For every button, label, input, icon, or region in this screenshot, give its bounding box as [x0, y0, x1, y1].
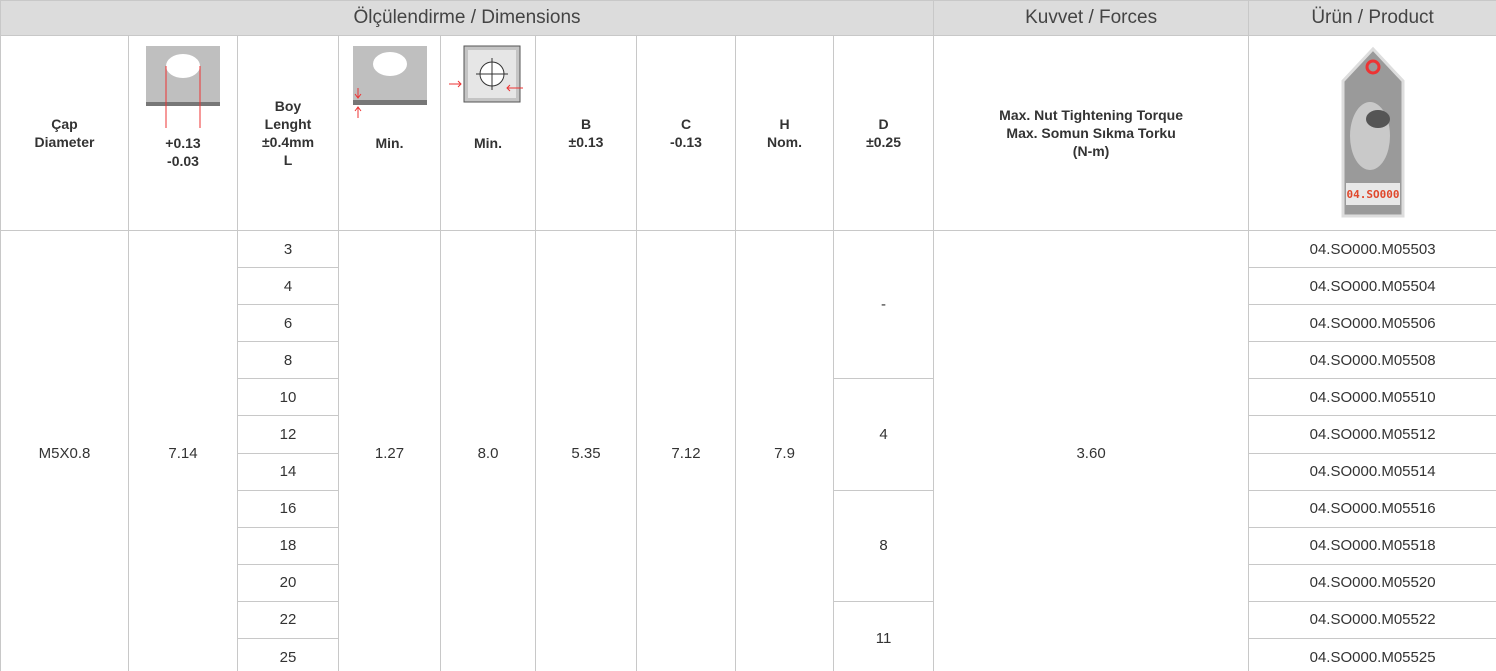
header-line: C	[637, 115, 735, 133]
header-line: Diameter	[1, 133, 128, 151]
column-header: 04.SO000	[1249, 36, 1496, 231]
product-code: 04.SO000.M05516	[1249, 490, 1496, 527]
length: 10	[238, 379, 339, 416]
icon	[448, 44, 528, 130]
icon	[166, 54, 200, 78]
product-code: 04.SO000.M05514	[1249, 453, 1496, 490]
column-header: Min.	[441, 36, 536, 231]
column-header: Min.	[339, 36, 441, 231]
column-header: B±0.13	[536, 36, 637, 231]
page: Ölçülendirme / DimensionsKuvvet / Forces…	[0, 0, 1496, 671]
product-code: 04.SO000.M05504	[1249, 268, 1496, 305]
icon	[350, 44, 430, 130]
header-line: Min.	[339, 134, 440, 152]
length: 12	[238, 416, 339, 453]
torque: 3.60	[934, 231, 1249, 671]
product-code: 04.SO000.M05503	[1249, 231, 1496, 268]
header-line: ±0.25	[834, 133, 933, 151]
dimension: 8.0	[441, 231, 536, 671]
length: 20	[238, 564, 339, 601]
length: 8	[238, 342, 339, 379]
product-code: 04.SO000.M05506	[1249, 305, 1496, 342]
length: 25	[238, 639, 339, 671]
dimension: 7.9	[736, 231, 834, 671]
header-line: H	[736, 115, 833, 133]
header-line: Max. Somun Sıkma Torku	[934, 124, 1248, 142]
length: 18	[238, 527, 339, 564]
dimension: 1.27	[339, 231, 441, 671]
length: 14	[238, 453, 339, 490]
icon	[1366, 110, 1390, 128]
product-badge: 04.SO000	[1346, 188, 1399, 201]
header-line: Boy	[238, 97, 338, 115]
header-line: D	[834, 115, 933, 133]
d-value: 4	[834, 379, 934, 490]
product-code: 04.SO000.M05525	[1249, 639, 1496, 671]
spec-table: Ölçülendirme / DimensionsKuvvet / Forces…	[0, 0, 1496, 671]
header-line: -0.13	[637, 133, 735, 151]
product-code: 04.SO000.M05520	[1249, 564, 1496, 601]
icon	[373, 52, 407, 76]
product-code: 04.SO000.M05510	[1249, 379, 1496, 416]
group-header: Kuvvet / Forces	[934, 1, 1249, 36]
header-line: Min.	[441, 134, 535, 152]
length: 6	[238, 305, 339, 342]
d-value: -	[834, 231, 934, 379]
column-header: D±0.25	[834, 36, 934, 231]
length: 4	[238, 268, 339, 305]
length: 16	[238, 490, 339, 527]
icon: 04.SO000	[1308, 41, 1438, 221]
header-line: ±0.4mm	[238, 133, 338, 151]
product-code: 04.SO000.M05512	[1249, 416, 1496, 453]
header-line: L	[238, 151, 338, 169]
header-line: -0.03	[129, 152, 237, 170]
d-value: 11	[834, 601, 934, 671]
header-line: Max. Nut Tightening Torque	[934, 106, 1248, 124]
header-line: Nom.	[736, 133, 833, 151]
header-line: B	[536, 115, 636, 133]
group-header: Ölçülendirme / Dimensions	[1, 1, 934, 36]
header-line: +0.13	[129, 134, 237, 152]
product-code: 04.SO000.M05518	[1249, 527, 1496, 564]
header-line: Çap	[1, 115, 128, 133]
length: 22	[238, 601, 339, 638]
product-code: 04.SO000.M05522	[1249, 601, 1496, 638]
group-header: Ürün / Product	[1249, 1, 1496, 36]
column-header: +0.13-0.03	[129, 36, 238, 231]
dimension: 5.35	[536, 231, 637, 671]
product-code: 04.SO000.M05508	[1249, 342, 1496, 379]
icon	[146, 102, 220, 106]
icon	[353, 100, 427, 105]
diameter: M5X0.8	[1, 231, 129, 671]
dimension: 7.12	[637, 231, 736, 671]
length: 3	[238, 231, 339, 268]
d-value: 8	[834, 490, 934, 601]
header-line: ±0.13	[536, 133, 636, 151]
header-line: Lenght	[238, 115, 338, 133]
hole: 7.14	[129, 231, 238, 671]
column-header: C-0.13	[637, 36, 736, 231]
icon	[143, 44, 223, 130]
header-line: (N-m)	[934, 142, 1248, 160]
